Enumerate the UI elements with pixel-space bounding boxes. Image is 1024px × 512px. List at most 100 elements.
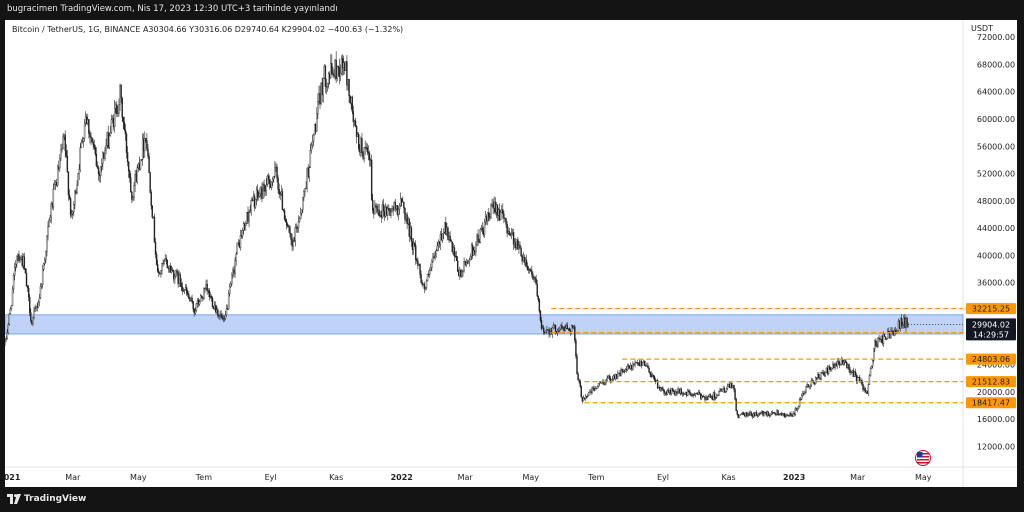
candle-body (791, 415, 793, 417)
candle-body (394, 202, 396, 210)
candle-body (402, 201, 404, 203)
candle-body (769, 413, 772, 416)
candle-body (112, 118, 115, 128)
candle-body (555, 331, 558, 334)
candle-body (205, 283, 207, 289)
candle-body (466, 262, 469, 264)
candle-body (745, 412, 747, 417)
candle-body (134, 174, 136, 186)
candle-body (556, 331, 559, 334)
candle-body (287, 225, 289, 227)
candle-body (652, 375, 655, 377)
candle-body (735, 398, 737, 411)
candle-body (841, 359, 844, 365)
candle-body (710, 396, 713, 398)
time-axis: 2021 Mar May Tem Eyl Kas 2022 Mar May Tem Eyl Kas 20… (5, 473, 932, 482)
candle-body (461, 271, 463, 277)
candle-body (360, 138, 362, 153)
candle-body (842, 362, 845, 365)
candle-body (335, 59, 337, 79)
candle-body (350, 96, 352, 104)
candle-body (682, 393, 685, 395)
candle-body (384, 207, 387, 217)
candle-body (813, 382, 816, 384)
candle-body (398, 205, 401, 210)
candle-body (884, 336, 887, 340)
candle-body (177, 272, 179, 284)
candle-body (806, 384, 808, 387)
level-price-label: 18417.47 (972, 399, 1010, 408)
candle-body (801, 395, 803, 400)
candle-body (437, 241, 440, 247)
candle-body (560, 325, 562, 330)
candle-body (213, 304, 216, 309)
candle-body (236, 242, 238, 255)
time-tick-label: Tem (587, 473, 604, 482)
candle-body (356, 134, 359, 137)
candle-body (591, 387, 593, 393)
candle-body (549, 331, 551, 335)
candle-body (84, 116, 87, 124)
candle-body (336, 65, 338, 79)
candle-body (81, 141, 84, 143)
candle-body (442, 231, 445, 234)
candle-body (433, 256, 435, 259)
candle-body (221, 316, 223, 319)
candle-body (691, 394, 693, 396)
candle-body (901, 318, 903, 326)
candle-body (615, 374, 617, 380)
candle-body (412, 243, 415, 250)
candle-body (159, 272, 161, 274)
candle-body (218, 315, 220, 317)
candle-body (11, 288, 14, 306)
candle-body (415, 245, 417, 260)
candle-body (253, 195, 256, 208)
candle-body (617, 372, 619, 378)
candle-body (165, 257, 167, 261)
candle-body (141, 138, 144, 160)
candle-body (675, 391, 677, 396)
candle-body (311, 141, 314, 146)
candle-body (50, 203, 52, 218)
candle-body (456, 260, 459, 272)
candle-body (30, 312, 32, 321)
candle-body (580, 386, 583, 398)
candle-body (551, 327, 553, 335)
candle-body (799, 398, 802, 401)
chart-frame[interactable]: 72000.00 68000.00 64000.00 60000.00 56000.00… (5, 20, 1017, 487)
candle-body (293, 240, 295, 242)
current-price-label: 29904.02 (972, 320, 1010, 329)
candle-body (647, 365, 649, 369)
time-tick-label: Kas (722, 473, 736, 482)
candle-body (407, 218, 409, 225)
candle-body (476, 234, 478, 246)
candle-body (126, 152, 129, 163)
candle-body (532, 274, 534, 280)
price-chart[interactable]: 72000.00 68000.00 64000.00 60000.00 56000.00… (5, 20, 1017, 487)
candle-body (160, 270, 162, 274)
candle-body (518, 244, 520, 250)
time-tick-label: May (130, 473, 147, 482)
candle-body (21, 256, 23, 266)
candle-body (125, 133, 128, 153)
candle-body (329, 73, 331, 78)
candle-body (765, 411, 767, 416)
candle-body (292, 241, 294, 247)
candle-body (346, 61, 348, 86)
candle-body (490, 205, 492, 219)
candle-body (55, 182, 58, 186)
price-tick-label: 20000.00 (977, 388, 1015, 397)
candle-body (25, 272, 28, 287)
candle-body (797, 406, 800, 409)
candle-body (759, 413, 761, 415)
candle-body (244, 223, 246, 226)
candle-body (358, 134, 360, 149)
candle-body (233, 269, 235, 274)
candle-body (506, 224, 508, 234)
candle-body (496, 204, 499, 216)
candle-body (58, 166, 60, 169)
candle-body (123, 121, 126, 130)
candle-body (596, 385, 599, 389)
candle-body (298, 218, 301, 222)
candle-body (254, 198, 257, 208)
